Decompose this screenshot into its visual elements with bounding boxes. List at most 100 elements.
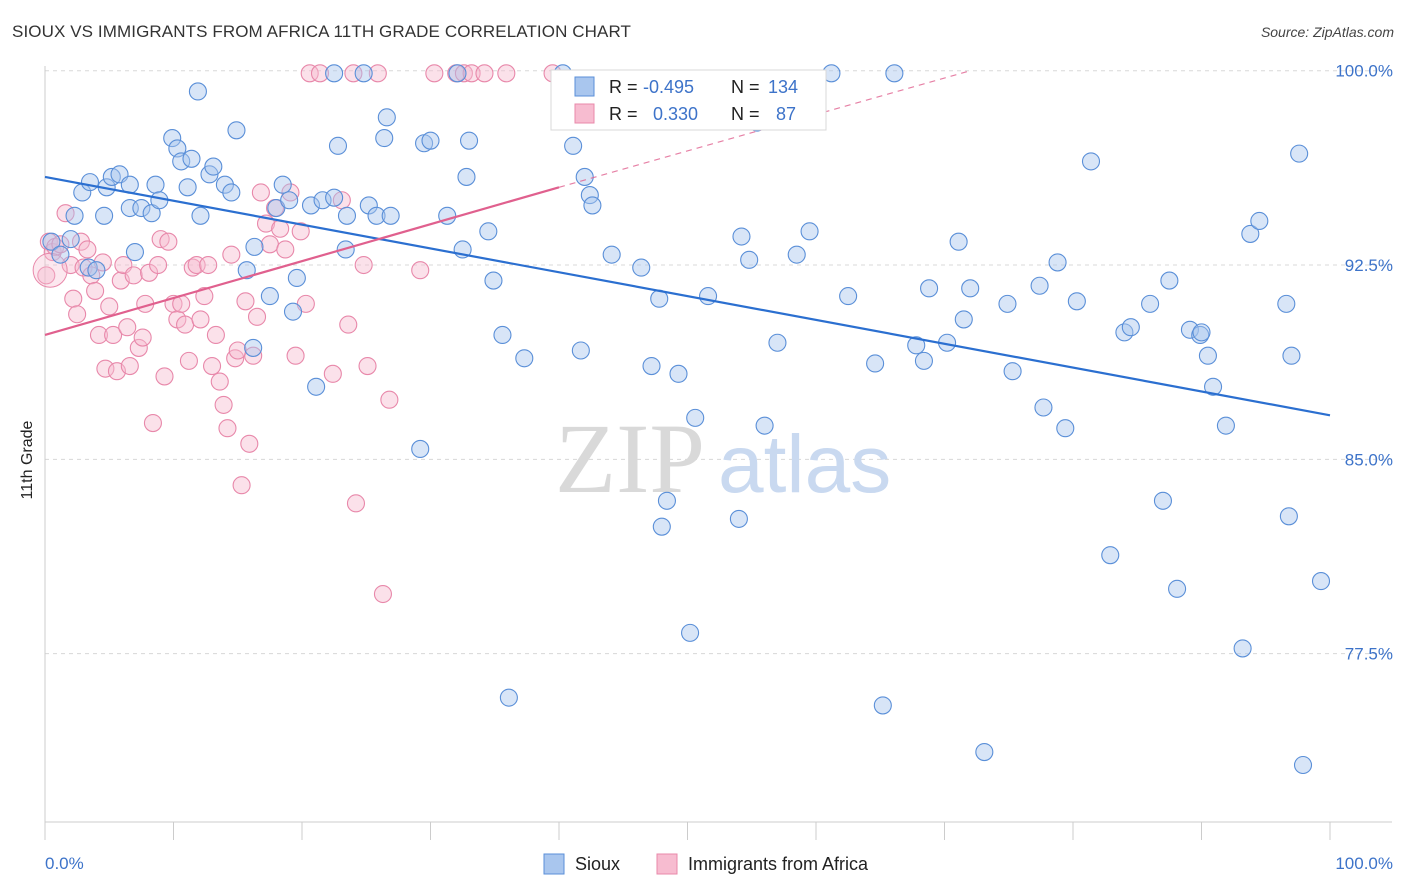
africa-point bbox=[244, 346, 263, 365]
sioux-point bbox=[146, 175, 165, 194]
sioux-point bbox=[652, 517, 671, 536]
sioux-point bbox=[1153, 491, 1172, 510]
grid-lines bbox=[45, 70, 1392, 655]
sioux-point bbox=[755, 416, 774, 435]
africa-point bbox=[462, 64, 481, 83]
sioux-point bbox=[632, 258, 651, 277]
africa-point bbox=[368, 64, 387, 83]
y-tick-label: 85.0% bbox=[1345, 450, 1393, 469]
sioux-point bbox=[244, 338, 263, 357]
sioux-n-label: N = bbox=[731, 77, 760, 97]
sioux-point bbox=[61, 230, 80, 249]
africa-n-value: 87 bbox=[776, 104, 796, 124]
sioux-point bbox=[65, 206, 84, 225]
sioux-point bbox=[1180, 320, 1199, 339]
y-tick-label: 77.5% bbox=[1345, 645, 1393, 664]
sioux-point bbox=[172, 152, 191, 171]
africa-point bbox=[260, 235, 279, 254]
sioux-point bbox=[227, 121, 246, 140]
sioux-point bbox=[287, 268, 306, 288]
sioux-point bbox=[1030, 276, 1049, 295]
sioux-point bbox=[975, 743, 994, 762]
africa-point bbox=[240, 434, 259, 453]
sioux-point bbox=[1250, 211, 1269, 231]
sioux-point bbox=[359, 196, 378, 215]
sioux-point bbox=[337, 206, 357, 225]
africa-point bbox=[199, 255, 218, 275]
sioux-point bbox=[95, 206, 114, 225]
africa-point bbox=[380, 390, 399, 409]
africa-point bbox=[276, 240, 295, 259]
watermark-zip: ZIP bbox=[555, 403, 705, 514]
africa-point bbox=[133, 328, 152, 347]
sioux-point bbox=[301, 196, 321, 215]
africa-point bbox=[291, 222, 310, 241]
stats-legend-frame bbox=[550, 69, 827, 131]
sioux-point bbox=[484, 271, 503, 290]
sioux-point bbox=[381, 206, 400, 225]
sioux-point bbox=[669, 364, 688, 383]
sioux-point bbox=[800, 222, 819, 241]
africa-point bbox=[32, 252, 68, 288]
sioux-point bbox=[377, 108, 396, 127]
africa-point bbox=[176, 315, 195, 334]
africa-point bbox=[149, 255, 168, 275]
africa-trend-line bbox=[44, 186, 560, 337]
sioux-point bbox=[125, 243, 144, 262]
sioux-point bbox=[1204, 377, 1223, 396]
sioux-point bbox=[1141, 294, 1160, 313]
sioux-point bbox=[740, 250, 759, 269]
africa-point bbox=[86, 281, 105, 300]
africa-bottom-swatch bbox=[656, 853, 678, 875]
africa-point bbox=[247, 307, 267, 326]
africa-point bbox=[339, 315, 358, 334]
africa-point bbox=[218, 419, 237, 438]
sioux-point bbox=[961, 279, 980, 298]
source-credit: Source: ZipAtlas.com bbox=[1260, 24, 1394, 40]
sioux-point bbox=[1101, 546, 1120, 565]
watermark: ZIP atlas bbox=[555, 403, 891, 514]
sioux-point bbox=[1160, 271, 1179, 290]
sioux-point bbox=[375, 129, 394, 148]
africa-points bbox=[32, 64, 562, 604]
sioux-point bbox=[686, 408, 705, 427]
africa-point bbox=[64, 289, 83, 308]
bottom-legend: Sioux Immigrants from Africa bbox=[543, 853, 869, 875]
sioux-point bbox=[866, 354, 885, 373]
sioux-point bbox=[1081, 152, 1101, 171]
sioux-point bbox=[1241, 224, 1260, 243]
africa-point bbox=[300, 64, 319, 83]
sioux-point bbox=[421, 131, 440, 150]
africa-point bbox=[214, 395, 233, 414]
sioux-point bbox=[499, 688, 518, 707]
africa-point bbox=[251, 183, 270, 202]
sioux-point bbox=[1279, 507, 1298, 526]
sioux-point bbox=[954, 310, 973, 329]
africa-point bbox=[118, 318, 137, 337]
africa-point bbox=[222, 245, 241, 264]
sioux-point bbox=[873, 696, 892, 715]
sioux-point bbox=[1048, 253, 1067, 272]
africa-point bbox=[143, 413, 162, 433]
sioux-point bbox=[283, 302, 303, 321]
sioux-trend-line bbox=[44, 175, 1331, 417]
sioux-point bbox=[188, 82, 207, 101]
sioux-point bbox=[914, 351, 933, 370]
sioux-point bbox=[42, 232, 61, 251]
africa-point bbox=[344, 64, 363, 83]
sioux-point bbox=[1311, 572, 1331, 591]
sioux-point bbox=[87, 261, 106, 280]
africa-point bbox=[346, 494, 366, 513]
sioux-point bbox=[204, 157, 223, 176]
sioux-point bbox=[328, 136, 348, 155]
africa-point bbox=[159, 232, 178, 251]
africa-point bbox=[96, 359, 115, 378]
sioux-legend-swatch bbox=[574, 76, 595, 97]
y-tick-label: 92.5% bbox=[1345, 256, 1393, 275]
sioux-point bbox=[564, 136, 583, 155]
y-tick-label: 100.0% bbox=[1335, 62, 1393, 81]
africa-point bbox=[89, 325, 109, 345]
sioux-point bbox=[325, 188, 344, 207]
sioux-point bbox=[307, 377, 326, 396]
